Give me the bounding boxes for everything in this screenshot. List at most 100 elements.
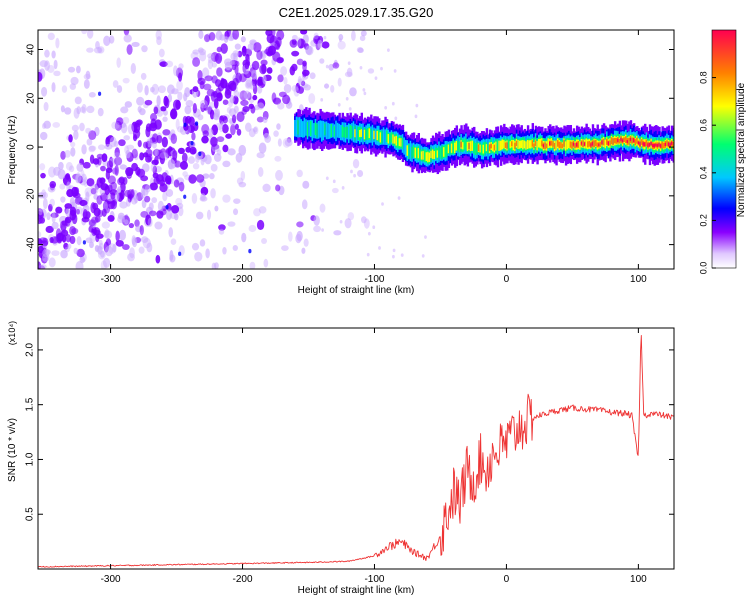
heatmap-cell [82,208,88,220]
heatmap-cell [55,206,63,214]
heatmap-cell [291,63,298,72]
heatmap-ridge-cell [471,140,474,151]
heatmap-cell [234,123,239,130]
heatmap-ridge-cell [606,138,609,145]
heatmap-ridge-cell [411,146,414,159]
heatmap-cell [262,74,267,85]
heatmap-cell [218,224,226,231]
heatmap-ridge-cell [395,135,398,146]
heatmap-cell [226,30,231,37]
heatmap-cell [131,148,138,159]
heatmap-ridge-cell [346,126,349,138]
heatmap-cell [114,147,120,158]
heatmap-cell [104,143,113,150]
heatmap-cell [359,35,366,42]
heatmap-panel: -300 -200 -100 0 100 40 20 0 -20 -40 Height of s… [7,29,675,296]
heatmap-ridge-cell [604,139,607,149]
heatmap-ridge-cell [460,141,463,148]
heatmap-cell [216,92,223,102]
heatmap-ridge-cell [351,125,354,138]
heatmap-cell [75,173,82,184]
snr-y-tick-label: 1.5 [25,397,36,411]
heatmap-cell [261,63,267,74]
heatmap-ridge-cell [552,141,555,147]
heatmap-cell [119,164,127,170]
heatmap-ridge-cell [629,137,633,142]
heatmap-ridge-cell [651,144,655,148]
heatmap-cell [275,184,281,192]
heatmap-ridge-cell [517,139,520,150]
heatmap-cell [296,58,304,66]
heatmap-cell [88,219,96,227]
heatmap-cell [256,219,265,231]
heatmap-ridge-cell [458,141,462,153]
heatmap-ridge-cell [556,140,560,147]
heatmap-cell [210,163,218,172]
heatmap-cell [69,235,76,245]
snr-y-label: SNR (10 * v/v) [7,418,18,482]
heatmap-cell [136,168,146,178]
heatmap-cell [134,120,142,127]
heatmap-ridge-cell [466,141,470,152]
heatmap-ridge-cell [295,116,299,137]
heatmap-cell [357,169,364,178]
snr-y-tick-label: 2.0 [25,343,36,357]
heatmap-cell [221,124,229,134]
heatmap-cell [97,91,102,97]
heatmap-ridge-cell [452,140,455,154]
heatmap-ridge-cell [313,123,316,139]
heatmap-cell [90,187,97,195]
heatmap-cell [367,231,371,236]
heatmap-cell [63,242,69,250]
heatmap-ridge-cell [511,141,514,147]
heatmap-cell [183,194,187,199]
heatmap-ridge-cell [561,143,565,149]
heatmap-cell [51,212,56,224]
heatmap-cell [332,179,336,184]
heatmap-ridge-cell [553,143,557,149]
heatmap-cell [292,34,298,41]
heatmap-cell [374,76,378,80]
heatmap-cell [243,90,251,100]
heatmap-x-tick-label: -100 [364,274,384,285]
heatmap-cell [194,152,200,164]
heatmap-ridge-cell [441,145,444,160]
heatmap-cell [256,116,264,123]
heatmap-cell [192,102,197,114]
heatmap-ridge-cell [526,139,530,149]
heatmap-cell [247,43,255,51]
heatmap-cell [216,67,223,77]
heatmap-cell [192,86,199,93]
heatmap-cell [51,50,56,59]
heatmap-cell [156,36,162,46]
heatmap-ridge-cell [306,122,310,138]
heatmap-cell [159,153,166,165]
heatmap-ridge-cell [477,144,481,152]
heatmap-cell [391,101,395,106]
heatmap-cell [300,80,306,87]
heatmap-cell [155,30,162,40]
heatmap-cell [69,165,75,173]
heatmap-ridge-cell [558,141,561,149]
heatmap-cell [313,225,322,233]
heatmap-cell [331,187,339,194]
heatmap-cell [301,247,306,254]
heatmap-cell [178,72,183,82]
heatmap-cell [282,137,291,148]
heatmap-cell [123,30,130,36]
heatmap-cell [137,105,142,113]
heatmap-cell [140,72,147,80]
heatmap-ridge-cell [539,138,542,149]
heatmap-cell [148,202,154,211]
heatmap-cell [378,246,381,250]
heatmap-cell [210,188,216,199]
heatmap-ridge-cell [670,141,674,145]
heatmap-cell [262,116,268,124]
heatmap-ridge-cell [533,143,536,149]
heatmap-ridge-cell [378,129,381,142]
heatmap-cell [202,173,210,179]
heatmap-cell [110,199,117,210]
heatmap-cell [102,257,111,268]
heatmap-cell [57,238,62,244]
heatmap-cell [154,148,159,157]
